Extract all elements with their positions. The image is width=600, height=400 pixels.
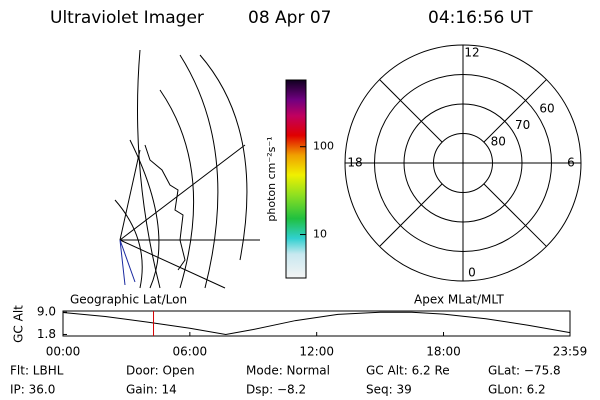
colorbar-tick-label: 100 (313, 140, 334, 153)
dial-spoke (379, 79, 443, 143)
colorbar-label: photon cm⁻²s⁻¹ (265, 136, 278, 221)
footer-field: Gain: 14 (126, 383, 177, 397)
mlt-label: 12 (464, 46, 479, 60)
footer-field: Seq: 39 (366, 383, 412, 397)
orbit-ylabel: GC Alt (12, 305, 26, 343)
colorbar-tick-label: 10 (313, 228, 327, 241)
x-tick-label: 12:00 (299, 345, 334, 359)
x-tick-label: 00:00 (46, 345, 81, 359)
footer-field: Mode: Normal (246, 364, 330, 378)
y-tick-label: 9.0 (37, 305, 56, 319)
dial-spoke (483, 183, 547, 247)
x-tick-label: 23:59 (553, 345, 588, 359)
footer-field: IP: 36.0 (10, 383, 55, 397)
footer-field: Door: Open (126, 364, 195, 378)
footer-field: Flt: LBHL (10, 364, 64, 378)
footer-field: Dsp: −8.2 (246, 383, 306, 397)
time: 04:16:56 UT (428, 8, 533, 28)
x-tick-label: 06:00 (173, 345, 208, 359)
x-tick-label: 18:00 (426, 345, 461, 359)
y-tick-label: 1.8 (37, 327, 56, 341)
footer-field: GLat: −75.8 (488, 364, 561, 378)
dial-spoke (379, 183, 443, 247)
lat-label: 80 (491, 135, 506, 149)
mlt-label: 18 (347, 156, 362, 170)
mlt-label: 6 (567, 156, 575, 170)
lat-label: 60 (539, 101, 554, 115)
footer-field: GLon: 6.2 (488, 383, 546, 397)
title: Ultraviolet Imager (50, 8, 204, 28)
orbit-left-label: Geographic Lat/Lon (70, 293, 187, 307)
date: 08 Apr 07 (248, 8, 331, 28)
dial-spoke (483, 79, 547, 143)
footer-field: GC Alt: 6.2 Re (366, 364, 450, 378)
orbit-line (62, 311, 571, 335)
geographic-map (114, 49, 260, 289)
orbit-right-label: Apex MLat/MLT (414, 293, 504, 307)
lat-label: 70 (515, 118, 530, 132)
colorbar (285, 79, 307, 279)
mlt-label: 0 (468, 266, 476, 280)
